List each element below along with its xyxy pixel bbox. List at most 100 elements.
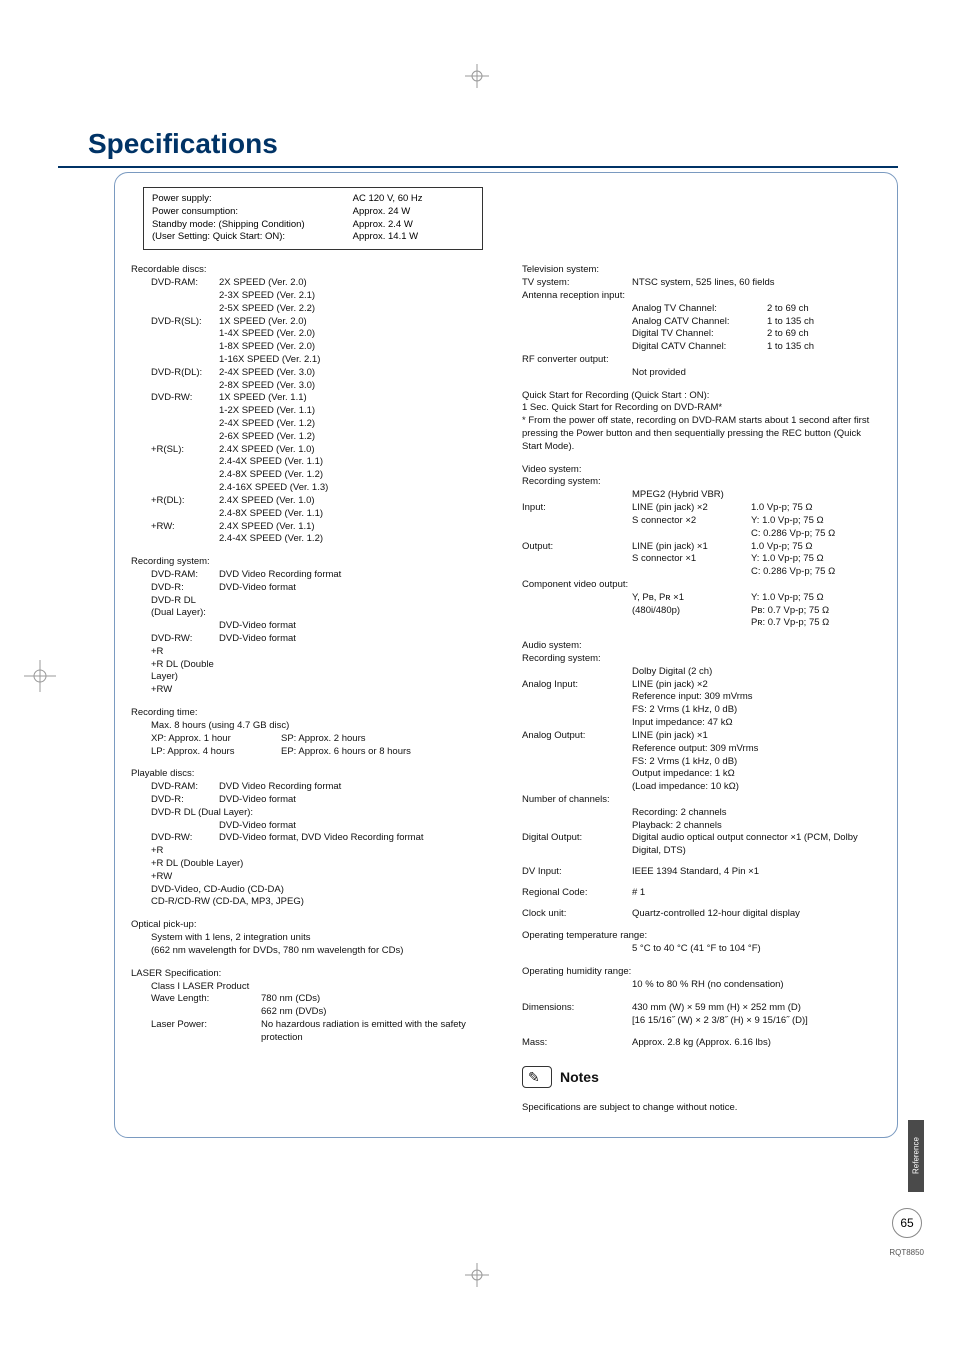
- rectime-l: LP: Approx. 4 hours: [151, 746, 281, 759]
- disc-speed: 2-5X SPEED (Ver. 2.2): [219, 303, 500, 316]
- vio-k: [522, 553, 632, 566]
- disc-key: [151, 380, 219, 393]
- registration-mark-left: [20, 656, 60, 696]
- registration-mark-top: [465, 64, 489, 88]
- misc-v: IEEE 1394 Standard, 4 Pin ×1: [632, 866, 881, 879]
- audio-rec-v: Dolby Digital (2 ch): [522, 666, 881, 679]
- tv-ch-v: 2 to 69 ch: [767, 328, 809, 341]
- disc-speed: 2.4-4X SPEED (Ver. 1.2): [219, 533, 500, 546]
- audio-k: Analog Output:: [522, 730, 632, 743]
- disc-speed: 2.4-16X SPEED (Ver. 1.3): [219, 482, 500, 495]
- disc-key: [151, 456, 219, 469]
- disc-speed: 1X SPEED (Ver. 2.0): [219, 316, 500, 329]
- recsys-val: [219, 684, 500, 697]
- recsys-val: [219, 595, 500, 621]
- disc-speed: 2-8X SPEED (Ver. 3.0): [219, 380, 500, 393]
- vio-a: [632, 566, 751, 579]
- disc-speed: 2-3X SPEED (Ver. 2.1): [219, 290, 500, 303]
- power-value: Approx. 14.1 W: [313, 231, 431, 244]
- laser-power-k: Laser Power:: [151, 1019, 261, 1045]
- disc-key: [151, 431, 219, 444]
- tv-ch-v: 2 to 69 ch: [767, 303, 809, 316]
- disc-key: +RW:: [151, 521, 219, 534]
- recsys-key: [151, 620, 219, 633]
- vio-a: [632, 528, 751, 541]
- audio-k: [522, 781, 632, 794]
- playable-key: DVD-RAM:: [151, 781, 219, 794]
- humid-v: 10 % to 80 % RH (no condensation): [522, 979, 881, 992]
- recsys-val: [219, 646, 500, 659]
- recsys-val: DVD Video Recording format: [219, 569, 500, 582]
- tv-ch-k: Digital TV Channel:: [632, 328, 767, 341]
- audio-header: Audio system:: [522, 640, 881, 653]
- disc-speed: 2.4-8X SPEED (Ver. 1.1): [219, 508, 500, 521]
- disc-key: DVD-R(SL):: [151, 316, 219, 329]
- disc-speed: 1X SPEED (Ver. 1.1): [219, 392, 500, 405]
- audio-k: [522, 743, 632, 756]
- registration-mark-bottom: [465, 1263, 489, 1287]
- disc-speed: 2.4-4X SPEED (Ver. 1.1): [219, 456, 500, 469]
- recsys-key: DVD-RW:: [151, 633, 219, 646]
- disc-key: +R(SL):: [151, 444, 219, 457]
- playable-val: [284, 884, 500, 897]
- vio-c: Y: 1.0 Vp-p; 75 Ω: [751, 515, 881, 528]
- disc-speed: 2.4X SPEED (Ver. 1.0): [219, 495, 500, 508]
- vio-a: S connector ×2: [632, 515, 751, 528]
- misc-v: # 1: [632, 887, 881, 900]
- recsys-key: DVD-RAM:: [151, 569, 219, 582]
- vio-k: Input:: [522, 502, 632, 515]
- audio-v: FS: 2 Vrms (1 kHz, 0 dB): [632, 756, 881, 769]
- playable-key: CD-R/CD-RW (CD-DA, MP3, JPEG): [151, 896, 304, 909]
- power-label: Standby mode: (Shipping Condition): [152, 219, 313, 232]
- mass-v: Approx. 2.8 kg (Approx. 6.16 lbs): [632, 1037, 881, 1050]
- audio-v: Output impedance: 1 kΩ: [632, 768, 881, 781]
- laser-wave-v2: 662 nm (DVDs): [261, 1006, 500, 1019]
- dim-v2: [16 15/16˝ (W) × 2 3/8˝ (H) × 9 15/16˝ (…: [632, 1015, 881, 1028]
- playable-val: [163, 845, 500, 858]
- playable-val: DVD-Video format: [219, 794, 500, 807]
- tv-ch-k: Digital CATV Channel:: [632, 341, 767, 354]
- disc-key: +R(DL):: [151, 495, 219, 508]
- quick-l3: * From the power off state, recording on…: [522, 415, 881, 453]
- playable-val: [304, 896, 500, 909]
- audio-k: [522, 756, 632, 769]
- tv-ch-k: Analog CATV Channel:: [632, 316, 767, 329]
- playable-val: [172, 871, 500, 884]
- audio-k: [522, 820, 632, 833]
- playable-header: Playable discs:: [131, 768, 500, 781]
- disc-key: [151, 469, 219, 482]
- disc-speed: 1-2X SPEED (Ver. 1.1): [219, 405, 500, 418]
- disc-key: [151, 533, 219, 546]
- disc-key: DVD-RAM:: [151, 277, 219, 290]
- disc-speed: 2X SPEED (Ver. 2.0): [219, 277, 500, 290]
- tv-ch-v: 1 to 135 ch: [767, 316, 814, 329]
- humid-k: Operating humidity range:: [522, 966, 881, 979]
- disc-key: [151, 290, 219, 303]
- recsys-key: +RW: [151, 684, 219, 697]
- vio-c: Y: 1.0 Vp-p; 75 Ω: [751, 592, 881, 605]
- vio-c: 1.0 Vp-p; 75 Ω: [751, 541, 881, 554]
- laser-power-v: No hazardous radiation is emitted with t…: [261, 1019, 500, 1045]
- playable-key: DVD-R:: [151, 794, 219, 807]
- left-column: Recordable discs: DVD-RAM:2X SPEED (Ver.…: [131, 264, 500, 1115]
- disc-key: [151, 341, 219, 354]
- playable-key: DVD-Video, CD-Audio (CD-DA): [151, 884, 284, 897]
- audio-k: [522, 717, 632, 730]
- tv-sys-k: TV system:: [522, 277, 632, 290]
- playable-val: [253, 807, 500, 820]
- audio-k: [522, 807, 632, 820]
- rectime-l: XP: Approx. 1 hour: [151, 733, 281, 746]
- right-column: Television system: TV system: NTSC syste…: [522, 264, 881, 1115]
- disc-speed: 2-4X SPEED (Ver. 3.0): [219, 367, 500, 380]
- video-header: Video system:: [522, 464, 881, 477]
- recsys-key: +R DL (Double Layer): [151, 659, 219, 685]
- rectime-sub: Max. 8 hours (using 4.7 GB disc): [131, 720, 500, 733]
- optical-header: Optical pick-up:: [131, 919, 500, 932]
- change-notice: Specifications are subject to change wit…: [522, 1102, 881, 1115]
- audio-k: Analog Input:: [522, 679, 632, 692]
- vio-a: LINE (pin jack) ×1: [632, 541, 751, 554]
- vio-k: [522, 515, 632, 528]
- title-underline: [58, 166, 898, 168]
- ch-header: Number of channels:: [522, 794, 881, 807]
- quick-l1: Quick Start for Recording (Quick Start :…: [522, 390, 881, 403]
